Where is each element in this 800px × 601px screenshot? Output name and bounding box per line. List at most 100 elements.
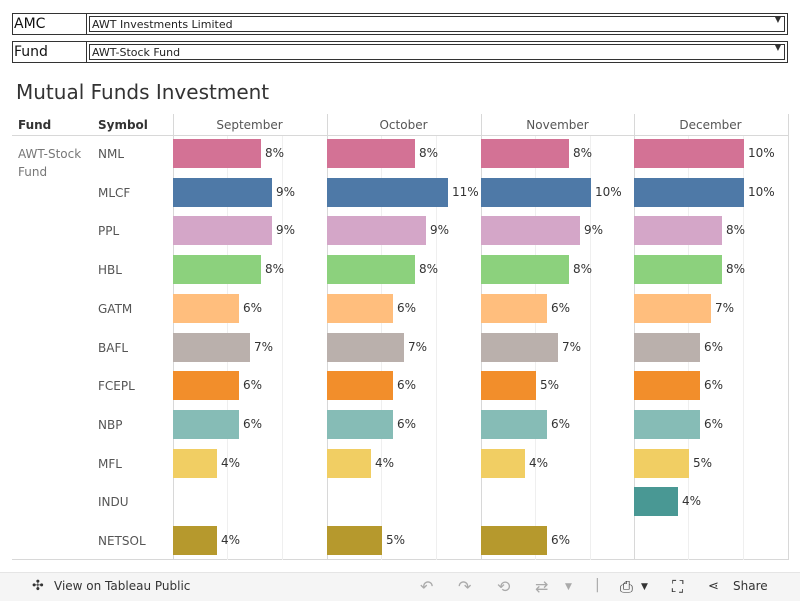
symbol-label: MFL [98, 456, 122, 471]
bar[interactable] [634, 448, 689, 478]
bar[interactable] [481, 177, 591, 207]
bar[interactable] [481, 332, 558, 362]
redo-icon[interactable]: ↷ [458, 577, 472, 596]
data-label: 8% [265, 146, 285, 160]
bar[interactable] [327, 371, 393, 401]
month-header: September [216, 118, 283, 132]
revert-icon[interactable]: ⟲ [497, 577, 511, 596]
bar[interactable] [634, 139, 744, 168]
data-label: 6% [551, 533, 571, 547]
symbol-label: GATM [98, 301, 133, 316]
symbol-label: INDU [98, 495, 129, 510]
data-label: 8% [726, 262, 746, 277]
data-label: 8% [419, 146, 439, 160]
data-label: 6% [704, 339, 724, 354]
bar[interactable] [634, 332, 700, 362]
chevron-down-icon[interactable]: ▼ [774, 15, 781, 24]
share-button[interactable]: Share [733, 579, 768, 593]
bar[interactable] [634, 177, 744, 207]
data-label: 9% [584, 223, 604, 238]
bar[interactable] [173, 371, 239, 401]
bar[interactable] [327, 139, 415, 168]
refresh-icon[interactable]: ⇄ [535, 577, 549, 596]
bar[interactable] [634, 255, 722, 285]
bar[interactable] [327, 255, 415, 285]
bar[interactable] [481, 409, 547, 439]
data-label: 5% [540, 378, 560, 393]
data-label: 6% [397, 378, 417, 393]
fund-select-value[interactable]: AWT-Stock Fund [89, 44, 785, 60]
data-label: 7% [408, 339, 428, 354]
bar[interactable] [634, 487, 678, 517]
bar[interactable] [327, 216, 426, 246]
data-label: 4% [529, 455, 549, 470]
data-label: 4% [375, 455, 395, 470]
bar[interactable] [481, 293, 547, 323]
amc-select-value[interactable]: AWT Investments Limited [89, 16, 785, 32]
bar[interactable] [634, 409, 700, 439]
data-label: 7% [254, 339, 274, 354]
bar[interactable] [634, 293, 711, 323]
symbol-label: HBL [98, 263, 122, 278]
data-label: 6% [243, 416, 263, 431]
bar[interactable] [634, 371, 700, 401]
data-label: 6% [397, 416, 417, 431]
bar[interactable] [327, 448, 371, 478]
view-on-tableau-link[interactable]: View on Tableau Public [54, 579, 191, 593]
month-header: December [679, 118, 742, 132]
bar[interactable] [481, 526, 547, 555]
bar[interactable] [327, 526, 382, 555]
chart-bottom-line [12, 559, 788, 560]
panel-divider [788, 114, 789, 560]
footer-toolbar: ✣ View on Tableau Public ↶ ↷ ⟲ ⇄ ▼ | ⎙ ▼… [0, 572, 800, 601]
symbol-label: BAFL [98, 340, 129, 355]
bar[interactable] [173, 332, 250, 362]
download-dropdown-icon[interactable]: ▼ [641, 582, 648, 592]
data-label: 6% [551, 300, 571, 315]
bar[interactable] [327, 177, 448, 207]
bar[interactable] [327, 409, 393, 439]
data-label: 6% [551, 416, 571, 431]
data-label: 5% [386, 533, 406, 547]
bar[interactable] [173, 526, 217, 555]
bar[interactable] [481, 371, 536, 401]
amc-select[interactable]: AWT Investments Limited ▼ [86, 13, 788, 35]
data-label: 4% [221, 533, 241, 547]
bar[interactable] [173, 216, 272, 246]
gridline [743, 136, 744, 560]
symbol-column-header: Symbol [98, 118, 148, 132]
symbol-label: NML [98, 147, 125, 161]
bar[interactable] [481, 216, 580, 246]
fund-name: AWT-Stock Fund [18, 147, 82, 179]
bar[interactable] [481, 255, 569, 285]
data-label: 8% [573, 146, 593, 160]
fullscreen-icon[interactable]: ⛶ [672, 577, 684, 596]
symbol-label: NBP [98, 417, 123, 432]
bar[interactable] [327, 293, 393, 323]
download-icon[interactable]: ⎙ [620, 577, 633, 596]
bar[interactable] [634, 216, 722, 246]
bar[interactable] [327, 332, 404, 362]
bar[interactable] [173, 448, 217, 478]
bar[interactable] [173, 293, 239, 323]
data-label: 10% [748, 146, 775, 160]
data-label: 9% [276, 184, 296, 199]
share-icon[interactable]: ⋖ [708, 579, 719, 594]
data-label: 10% [748, 184, 775, 199]
month-header: October [379, 118, 428, 132]
data-label: 6% [704, 416, 724, 431]
bar[interactable] [173, 139, 261, 168]
undo-icon[interactable]: ↶ [420, 577, 434, 596]
bar[interactable] [173, 177, 272, 207]
bar[interactable] [481, 139, 569, 168]
data-label: 8% [573, 262, 593, 277]
chevron-down-icon[interactable]: ▼ [774, 43, 781, 52]
data-label: 10% [595, 184, 622, 199]
bar[interactable] [173, 409, 239, 439]
amc-label: AMC [12, 13, 86, 35]
gridline [590, 136, 591, 560]
fund-select[interactable]: AWT-Stock Fund ▼ [86, 41, 788, 63]
refresh-dropdown-icon[interactable]: ▼ [565, 582, 572, 592]
bar[interactable] [481, 448, 525, 478]
bar[interactable] [173, 255, 261, 285]
